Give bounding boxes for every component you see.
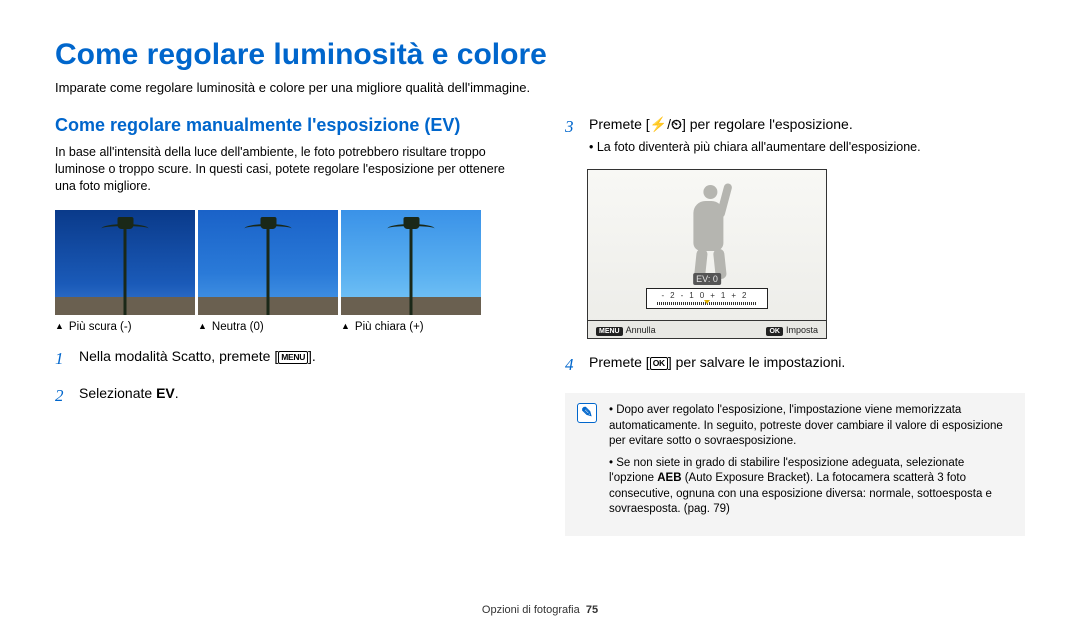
ev-tick-labels: -2-10+1+2 xyxy=(657,291,757,300)
content-columns: Come regolare manualmente l'esposizione … xyxy=(55,115,1025,536)
ok-chip: OK xyxy=(766,327,783,336)
step-1: 1 Nella modalità Scatto, premete [MENU]. xyxy=(55,347,515,371)
note-item: Dopo aver regolato l'esposizione, l'impo… xyxy=(609,403,1011,450)
step-number: 2 xyxy=(55,384,69,408)
note-item: Se non siete in grado di stabilire l'esp… xyxy=(609,456,1011,518)
step-4: 4 Premete [OK] per salvare le impostazio… xyxy=(565,353,1025,377)
step-3: 3 Premete [⚡/⏲] per regolare l'esposizio… xyxy=(565,115,1025,155)
note-box: ✎ Dopo aver regolato l'esposizione, l'im… xyxy=(565,393,1025,536)
page-footer: Opzioni di fotografia 75 xyxy=(0,604,1080,616)
step-number: 4 xyxy=(565,353,579,377)
step-body: Nella modalità Scatto, premete [MENU]. xyxy=(79,347,515,371)
camera-preview-screen: EV: 0 -2-10+1+2 MENUAnnulla OKImposta xyxy=(587,169,827,339)
step-body: Premete [⚡/⏲] per regolare l'esposizione… xyxy=(589,115,1025,155)
step-number: 3 xyxy=(565,115,579,155)
thumb-bright: Più chiara (+) xyxy=(341,210,481,333)
step3-bullet: La foto diventerà più chiara all'aumenta… xyxy=(589,139,1025,156)
menu-key: MENU xyxy=(278,351,308,364)
thumb-neutral: Neutra (0) xyxy=(198,210,338,333)
note-list: Dopo aver regolato l'esposizione, l'impo… xyxy=(609,403,1011,524)
left-body: In base all'intensità della luce dell'am… xyxy=(55,144,515,195)
screen-footer: MENUAnnulla OKImposta xyxy=(588,320,826,338)
ok-key: OK xyxy=(650,357,668,370)
thumbnail-row: Più scura (-) Neutra (0) Più chiara (+) xyxy=(55,210,515,333)
intro-text: Imparate come regolare luminosità e colo… xyxy=(55,80,1025,95)
caption-dark: Più scura (-) xyxy=(55,321,195,333)
step-body: Premete [OK] per salvare le impostazioni… xyxy=(589,353,1025,377)
timer-icon: ⏲ xyxy=(671,116,682,132)
caption-bright: Più chiara (+) xyxy=(341,321,481,333)
step-number: 1 xyxy=(55,347,69,371)
menu-chip: MENU xyxy=(596,327,623,336)
thumb-dark: Più scura (-) xyxy=(55,210,195,333)
ev-pointer xyxy=(704,300,710,304)
person-silhouette xyxy=(693,185,727,279)
right-column: 3 Premete [⚡/⏲] per regolare l'esposizio… xyxy=(565,115,1025,536)
ev-scale: -2-10+1+2 xyxy=(646,288,768,309)
page-title: Come regolare luminosità e colore xyxy=(55,38,1025,72)
note-icon: ✎ xyxy=(577,403,597,423)
step-2: 2 Selezionate EV. xyxy=(55,384,515,408)
step-body: Selezionate EV. xyxy=(79,384,515,408)
caption-neutral: Neutra (0) xyxy=(198,321,338,333)
left-subtitle: Come regolare manualmente l'esposizione … xyxy=(55,115,515,136)
ev-value-label: EV: 0 xyxy=(693,273,721,285)
left-column: Come regolare manualmente l'esposizione … xyxy=(55,115,515,536)
flash-icon: ⚡ xyxy=(650,116,667,132)
